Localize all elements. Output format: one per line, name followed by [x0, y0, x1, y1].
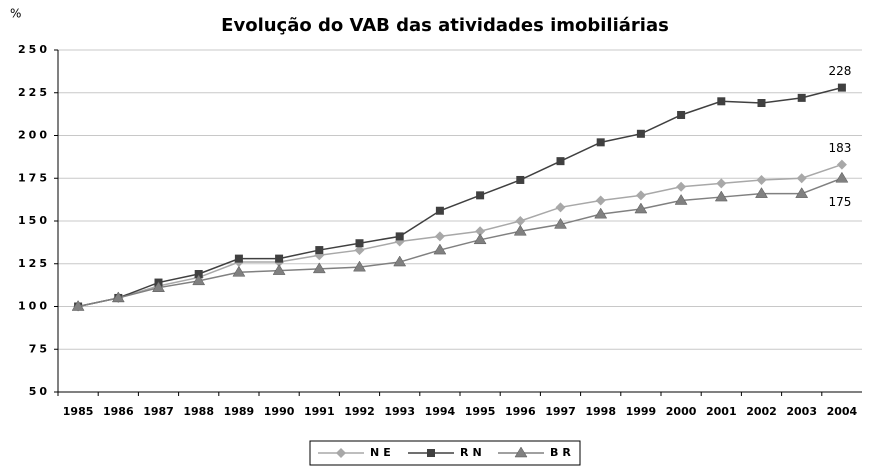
x-tick-label: 2001 [706, 405, 737, 418]
marker [635, 190, 646, 201]
marker [315, 246, 324, 255]
marker [234, 254, 243, 263]
data-label: 175 [828, 195, 851, 209]
x-tick-label: 2004 [827, 405, 858, 418]
marker [434, 231, 445, 242]
marker [716, 178, 727, 189]
x-tick-label: 2002 [746, 405, 777, 418]
y-tick-label: 75 [29, 342, 50, 355]
x-tick-label: 1996 [505, 405, 536, 418]
marker [272, 264, 286, 275]
x-tick-label: 1998 [585, 405, 616, 418]
marker [717, 97, 726, 106]
marker [515, 216, 526, 226]
data-label: 183 [828, 141, 851, 155]
marker [677, 110, 686, 119]
marker [475, 226, 486, 237]
y-tick-label: 50 [29, 385, 50, 398]
y-tick-label: 150 [18, 214, 50, 227]
marker [312, 262, 326, 274]
marker [516, 175, 525, 184]
marker [71, 300, 85, 311]
marker [194, 270, 203, 279]
x-tick-label: 2000 [666, 405, 697, 418]
x-tick-label: 1995 [465, 405, 496, 418]
marker [476, 191, 485, 200]
marker [556, 157, 565, 166]
legend-label: BR [550, 446, 575, 459]
marker [594, 207, 608, 219]
marker [427, 449, 435, 457]
x-tick-label: 2003 [786, 405, 817, 418]
x-tick-label: 1990 [264, 405, 295, 418]
x-tick-label: 1986 [103, 405, 134, 418]
marker [796, 173, 807, 184]
x-tick-label: 1989 [224, 405, 255, 418]
marker [393, 255, 407, 267]
x-tick-label: 1988 [183, 405, 214, 418]
marker [837, 83, 846, 92]
marker [714, 190, 728, 202]
marker [336, 448, 346, 458]
x-tick-label: 1997 [545, 405, 576, 418]
y-tick-label: 250 [18, 43, 50, 56]
marker [836, 159, 847, 170]
series-line [77, 177, 843, 308]
marker [756, 174, 767, 185]
x-tick-label: 1992 [344, 405, 375, 418]
marker [395, 232, 404, 241]
marker [757, 99, 766, 108]
marker [514, 446, 528, 458]
marker [353, 260, 366, 272]
x-tick-label: 1991 [304, 405, 335, 418]
y-tick-label: 125 [18, 257, 50, 270]
y-tick-label: 100 [18, 300, 50, 313]
marker [433, 243, 447, 255]
marker [354, 245, 365, 256]
series-line [77, 86, 843, 308]
x-tick-label: 1994 [425, 405, 456, 418]
marker [797, 93, 806, 102]
marker [555, 202, 566, 213]
marker [835, 171, 849, 183]
x-tick-label: 1993 [384, 405, 415, 418]
marker [595, 195, 606, 206]
marker [755, 187, 768, 198]
y-tick-label: 200 [18, 129, 50, 142]
marker [513, 224, 527, 236]
marker [634, 202, 648, 214]
marker [111, 291, 125, 303]
legend-label: NE [370, 446, 395, 459]
marker [355, 239, 364, 248]
y-axis-label: % [10, 7, 21, 21]
y-tick-label: 175 [18, 171, 50, 184]
marker [636, 129, 645, 138]
marker [674, 193, 688, 205]
marker [275, 254, 284, 263]
marker [232, 265, 246, 277]
x-tick-label: 1999 [626, 405, 657, 418]
marker [435, 206, 444, 215]
y-tick-label: 225 [18, 86, 50, 99]
series-line [77, 163, 843, 308]
marker [596, 138, 605, 147]
x-tick-label: 1987 [143, 405, 174, 418]
chart-title: Evolução do VAB das atividades imobiliár… [221, 15, 669, 36]
marker [473, 233, 487, 245]
marker [676, 181, 687, 192]
data-label: 228 [828, 64, 851, 78]
legend-label: RN [460, 446, 486, 459]
marker [554, 217, 567, 229]
x-tick-label: 1985 [63, 405, 94, 418]
marker [795, 187, 809, 198]
marker [152, 281, 165, 292]
marker [192, 274, 206, 286]
